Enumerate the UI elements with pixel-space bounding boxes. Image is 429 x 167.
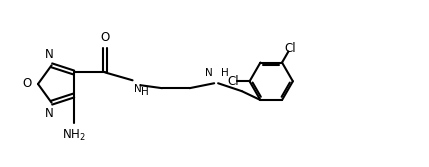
Text: O: O	[23, 77, 32, 91]
Text: Cl: Cl	[227, 75, 239, 88]
Text: O: O	[100, 31, 110, 44]
Text: H: H	[221, 68, 229, 78]
Text: N: N	[205, 68, 213, 78]
Text: N: N	[133, 84, 141, 94]
Text: NH$_2$: NH$_2$	[62, 128, 85, 143]
Text: N: N	[45, 48, 54, 61]
Text: H: H	[142, 87, 149, 97]
Text: Cl: Cl	[284, 42, 296, 55]
Text: N: N	[45, 107, 54, 120]
